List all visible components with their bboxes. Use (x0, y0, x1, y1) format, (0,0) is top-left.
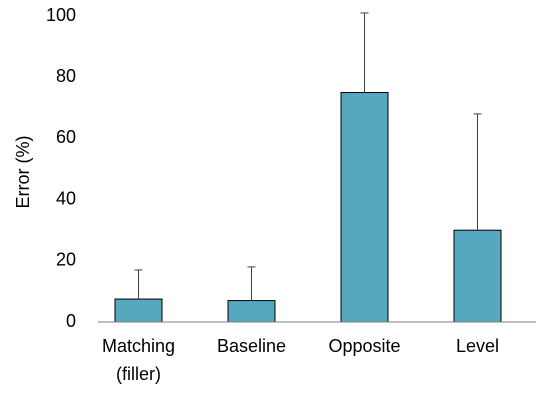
bar (340, 92, 389, 323)
x-tick-label: Level (456, 336, 499, 356)
y-tick-label: 40 (56, 188, 76, 208)
error-bars (134, 12, 482, 301)
bar (453, 229, 502, 323)
y-tick-label: 0 (66, 311, 76, 331)
x-tick-label: Matching (filler) (102, 336, 175, 384)
y-tick-label: 80 (56, 66, 76, 86)
x-tick-label: Opposite (328, 336, 400, 356)
category-labels: Matching (filler) Baseline Opposite Level (102, 336, 499, 384)
y-tick-label: 60 (56, 127, 76, 147)
y-tick-labels: 0 20 40 60 80 100 (46, 5, 76, 331)
bar (114, 298, 163, 323)
x-tick-label: Baseline (217, 336, 286, 356)
y-tick-label: 20 (56, 250, 76, 270)
bars (114, 92, 502, 323)
y-tick-label: 100 (46, 5, 76, 25)
y-axis-title: Error (%) (13, 136, 33, 209)
bar (227, 300, 276, 323)
